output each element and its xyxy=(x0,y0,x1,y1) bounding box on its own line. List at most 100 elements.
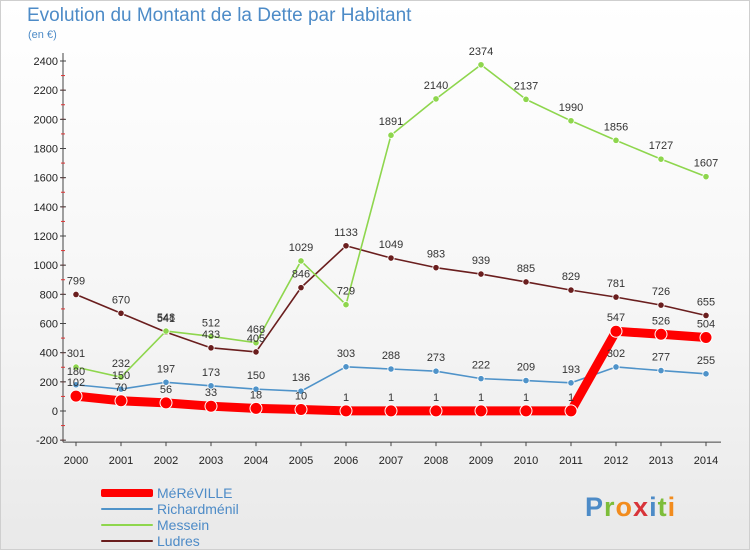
data-point xyxy=(207,382,215,390)
legend-swatch xyxy=(101,508,153,510)
data-label: 547 xyxy=(607,312,625,324)
x-tick-label: 2000 xyxy=(64,455,88,467)
logo-letter: r xyxy=(604,492,616,522)
data-label: 1 xyxy=(388,392,394,404)
data-label: 1133 xyxy=(334,227,358,239)
data-point xyxy=(432,367,440,375)
data-label: 729 xyxy=(337,286,355,298)
data-label: 1 xyxy=(433,392,439,404)
legend-label: MéRéVILLE xyxy=(157,485,233,501)
data-point xyxy=(612,363,620,371)
y-tick-label: 2400 xyxy=(34,56,58,68)
data-label: 541 xyxy=(157,313,175,325)
y-tick-label: 2200 xyxy=(34,85,58,97)
data-label: 301 xyxy=(67,348,85,360)
data-label: 781 xyxy=(607,278,625,290)
data-point xyxy=(294,403,308,417)
data-label: 829 xyxy=(562,271,580,283)
x-tick-label: 2008 xyxy=(424,455,448,467)
x-tick-label: 2004 xyxy=(244,455,268,467)
data-point xyxy=(657,301,665,309)
data-point xyxy=(249,401,263,415)
data-label: 2140 xyxy=(424,80,448,92)
legend-item: Ludres xyxy=(101,533,239,549)
data-point xyxy=(162,378,170,386)
data-point xyxy=(252,385,260,393)
x-tick-label: 2012 xyxy=(604,455,628,467)
data-point xyxy=(72,290,80,299)
chart-subtitle: (en €) xyxy=(28,29,57,41)
logo-letter: t xyxy=(657,492,668,522)
data-point xyxy=(432,264,440,272)
data-label: 1891 xyxy=(379,116,403,128)
data-label: 1 xyxy=(523,392,529,404)
legend-item: Richardménil xyxy=(101,501,239,517)
data-label: 1 xyxy=(343,392,349,404)
data-label: 255 xyxy=(697,355,715,367)
data-label: 102 xyxy=(67,377,85,389)
data-label: 302 xyxy=(607,348,625,360)
data-label: 2137 xyxy=(514,80,538,92)
data-point xyxy=(72,381,80,389)
y-tick-label: 1400 xyxy=(34,202,58,214)
data-label: 173 xyxy=(202,367,220,379)
data-point xyxy=(699,331,713,344)
data-point xyxy=(252,348,260,356)
data-label: 670 xyxy=(112,294,130,306)
data-label: 885 xyxy=(517,263,535,275)
data-point xyxy=(117,373,125,381)
data-label: 1607 xyxy=(694,158,718,170)
data-label: 504 xyxy=(697,319,715,331)
x-tick-label: 2001 xyxy=(109,455,133,467)
logo-letter: x xyxy=(633,492,650,522)
x-tick-label: 2014 xyxy=(694,455,718,467)
data-point xyxy=(522,95,530,103)
data-label: 1029 xyxy=(289,242,313,254)
data-point xyxy=(297,284,305,292)
data-label: 1 xyxy=(568,392,574,404)
data-point xyxy=(342,301,350,309)
data-label: 983 xyxy=(427,249,445,261)
data-point xyxy=(609,324,623,338)
data-label: 150 xyxy=(112,370,130,382)
y-tick-label: -200 xyxy=(36,435,58,447)
x-tick-label: 2010 xyxy=(514,455,538,467)
data-point xyxy=(384,404,398,418)
x-tick-label: 2005 xyxy=(289,455,313,467)
data-label: 10 xyxy=(295,391,307,403)
data-point xyxy=(477,375,485,383)
y-tick-label: 400 xyxy=(40,348,58,360)
data-point xyxy=(72,363,80,371)
y-tick-label: 600 xyxy=(40,319,58,331)
data-label: 197 xyxy=(157,363,175,375)
data-point xyxy=(252,339,260,347)
data-label: 222 xyxy=(472,360,490,372)
data-label: 136 xyxy=(292,372,310,384)
x-tick-label: 2006 xyxy=(334,455,358,467)
data-label: 18 xyxy=(250,389,262,401)
legend-swatch xyxy=(101,489,153,497)
data-label: 180 xyxy=(67,366,85,378)
legend-item: MéRéVILLE xyxy=(101,485,239,501)
data-point xyxy=(204,399,218,413)
data-point xyxy=(612,136,620,144)
y-tick-label: 1200 xyxy=(34,231,58,243)
data-point xyxy=(114,394,128,408)
data-label: 526 xyxy=(652,315,670,327)
data-label: 33 xyxy=(205,387,217,399)
data-label: 655 xyxy=(697,296,715,308)
y-tick-label: 1000 xyxy=(34,260,58,272)
data-label: 512 xyxy=(202,317,220,329)
x-tick-label: 2003 xyxy=(199,455,223,467)
data-label: 1049 xyxy=(379,239,403,251)
logo-letter: o xyxy=(615,492,634,522)
data-point xyxy=(159,396,173,410)
data-point xyxy=(654,327,668,341)
data-label: 277 xyxy=(652,352,670,364)
y-tick-label: 0 xyxy=(52,406,58,418)
x-tick-label: 2007 xyxy=(379,455,403,467)
data-point xyxy=(387,131,395,139)
x-tick-label: 2002 xyxy=(154,455,178,467)
